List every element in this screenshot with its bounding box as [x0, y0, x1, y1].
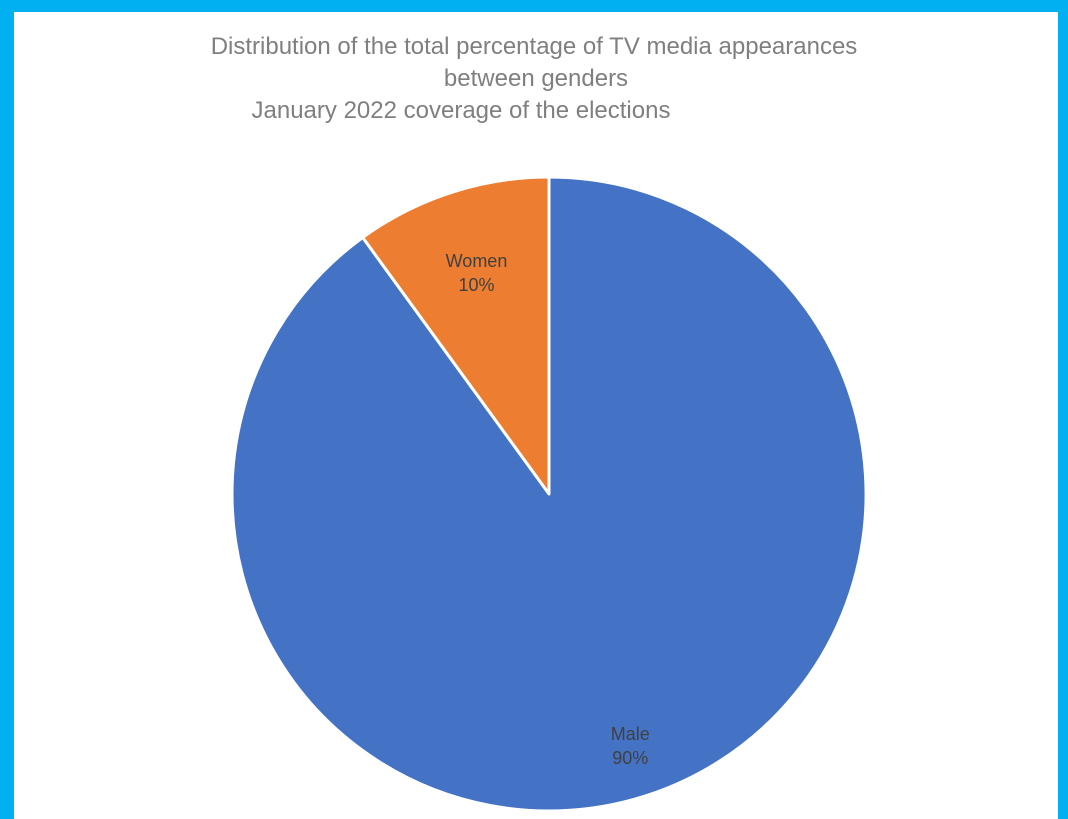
pie-slice-women — [361, 175, 551, 496]
pie-label-male-name: Male — [611, 724, 650, 744]
chart-title-line-2: between genders — [443, 65, 629, 92]
pie-labels: Women 10% Male 90% — [446, 251, 650, 768]
chart-title-line-1: Distribution of the total percentage of … — [210, 33, 858, 60]
pie-label-women-percent: 10% — [458, 275, 494, 295]
pie-label-women-name: Women — [446, 251, 508, 271]
chart-subtitle: January 2022 coverage of the elections — [251, 97, 671, 124]
pie-slice-male — [230, 175, 868, 813]
chart-title: Distribution of the total percentage of … — [0, 31, 1068, 127]
pie-label-male-percent: 90% — [612, 748, 648, 768]
pie-slices — [230, 175, 868, 813]
